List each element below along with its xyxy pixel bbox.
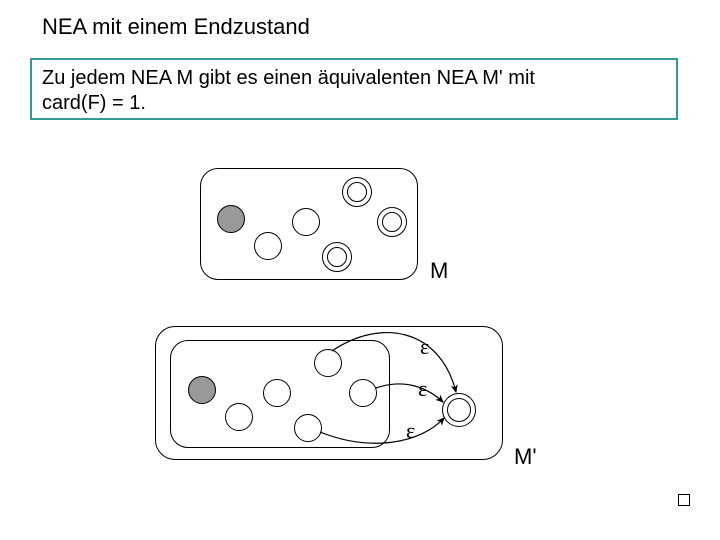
state-m-final bbox=[342, 177, 372, 207]
state-mprime bbox=[349, 379, 377, 407]
page-title: NEA mit einem Endzustand bbox=[42, 14, 310, 40]
state-m-final bbox=[377, 207, 407, 237]
qed-box bbox=[678, 494, 690, 506]
state-m bbox=[292, 208, 320, 236]
epsilon-label: ε bbox=[406, 418, 415, 444]
state-mprime-new-final bbox=[442, 393, 476, 427]
state-m-final bbox=[322, 242, 352, 272]
automaton-m-label: M bbox=[430, 258, 448, 284]
state-mprime bbox=[225, 403, 253, 431]
theorem-box: Zu jedem NEA M gibt es einen äquivalente… bbox=[30, 58, 678, 120]
epsilon-label: ε bbox=[420, 334, 429, 360]
automaton-mprime-label: M' bbox=[514, 444, 537, 470]
state-m-start bbox=[217, 205, 245, 233]
state-mprime bbox=[314, 349, 342, 377]
state-mprime bbox=[263, 379, 291, 407]
theorem-line-2: card(F) = 1. bbox=[42, 91, 666, 116]
theorem-line-1: Zu jedem NEA M gibt es einen äquivalente… bbox=[42, 66, 666, 91]
state-mprime bbox=[294, 414, 322, 442]
epsilon-label: ε bbox=[418, 376, 427, 402]
state-m bbox=[254, 232, 282, 260]
state-mprime-start bbox=[188, 376, 216, 404]
